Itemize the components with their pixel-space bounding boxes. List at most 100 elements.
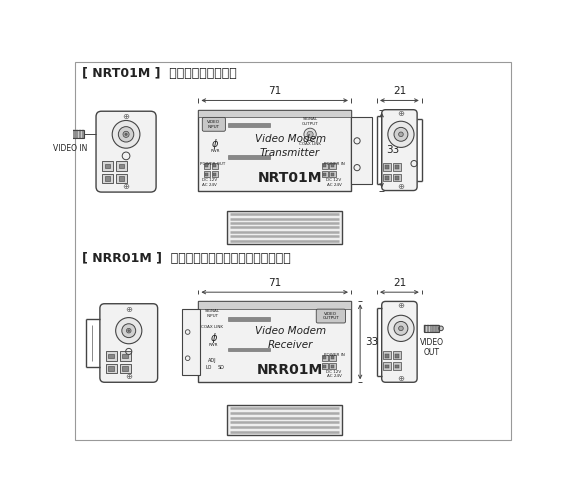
Text: $\phi$: $\phi$ xyxy=(211,137,220,151)
Circle shape xyxy=(122,324,136,337)
Text: VIDEO IN: VIDEO IN xyxy=(53,144,88,153)
Bar xyxy=(321,171,328,177)
Text: 21: 21 xyxy=(393,86,406,96)
Bar xyxy=(331,356,334,359)
Bar xyxy=(228,123,270,127)
Bar xyxy=(351,117,372,184)
Bar xyxy=(205,165,208,167)
Text: $\phi$: $\phi$ xyxy=(210,331,218,344)
Bar xyxy=(394,163,401,170)
Circle shape xyxy=(125,133,127,136)
Text: SD: SD xyxy=(218,365,225,370)
Bar xyxy=(321,163,328,169)
Circle shape xyxy=(388,315,414,341)
Bar xyxy=(424,325,439,332)
Circle shape xyxy=(57,132,61,137)
Bar xyxy=(395,176,399,180)
FancyBboxPatch shape xyxy=(316,309,345,323)
Bar xyxy=(119,176,124,180)
Text: [ NRR01M ]  受信機（レコーダー、モニター側）: [ NRR01M ] 受信機（レコーダー、モニター側） xyxy=(82,252,291,265)
Bar xyxy=(73,131,76,138)
Bar xyxy=(213,173,216,176)
Bar xyxy=(228,317,270,321)
Bar xyxy=(323,165,326,167)
Text: 33: 33 xyxy=(365,337,378,347)
Text: Video Modem
Transmitter: Video Modem Transmitter xyxy=(255,134,325,158)
Text: PWR: PWR xyxy=(209,343,219,347)
Bar xyxy=(329,363,336,369)
Bar xyxy=(76,131,78,138)
Bar xyxy=(395,365,399,368)
Circle shape xyxy=(112,120,140,148)
Text: ADJ: ADJ xyxy=(208,358,217,363)
Bar xyxy=(383,173,391,181)
Bar xyxy=(395,165,399,169)
Text: POWER IN: POWER IN xyxy=(324,353,344,357)
Bar xyxy=(108,354,114,358)
Bar xyxy=(394,362,401,370)
Text: SIGNAL
INPUT: SIGNAL INPUT xyxy=(205,310,220,318)
Bar xyxy=(116,162,127,170)
Bar xyxy=(427,325,430,332)
Bar xyxy=(331,173,334,176)
Bar xyxy=(122,366,128,371)
Circle shape xyxy=(399,326,403,331)
Text: ⊕: ⊕ xyxy=(125,372,132,381)
Circle shape xyxy=(394,127,408,141)
Text: ⊕: ⊕ xyxy=(398,109,404,118)
Circle shape xyxy=(388,121,414,148)
Bar xyxy=(213,165,216,167)
Text: ⊕: ⊕ xyxy=(398,182,404,191)
Bar xyxy=(385,354,388,358)
Bar xyxy=(385,165,388,169)
Bar xyxy=(424,325,426,332)
FancyBboxPatch shape xyxy=(202,117,225,131)
Text: LO: LO xyxy=(205,365,212,370)
Text: 71: 71 xyxy=(268,277,281,288)
Bar xyxy=(321,363,328,369)
Bar xyxy=(430,325,432,332)
Bar xyxy=(198,301,351,382)
Text: POWER OUT: POWER OUT xyxy=(200,162,225,166)
Bar xyxy=(67,131,84,138)
Bar xyxy=(385,176,388,180)
Bar xyxy=(329,171,336,177)
Text: DC 12V
AC 24V: DC 12V AC 24V xyxy=(201,178,217,187)
Bar xyxy=(198,110,351,190)
Bar xyxy=(394,173,401,181)
Text: VIDEO
INPUT: VIDEO INPUT xyxy=(207,120,220,129)
Bar xyxy=(79,131,81,138)
Bar xyxy=(212,163,218,169)
Bar xyxy=(323,365,326,368)
Bar xyxy=(120,364,130,373)
Bar xyxy=(67,131,69,138)
Bar xyxy=(70,131,72,138)
Bar xyxy=(105,176,110,180)
Bar xyxy=(383,362,391,370)
Bar xyxy=(395,354,399,358)
Bar xyxy=(106,351,117,361)
Text: COAX LINK: COAX LINK xyxy=(299,142,321,146)
Text: Video Modem
Receiver: Video Modem Receiver xyxy=(255,326,325,349)
Bar xyxy=(228,155,270,159)
Circle shape xyxy=(307,131,313,137)
Bar xyxy=(385,365,388,368)
Bar xyxy=(82,131,85,138)
Bar xyxy=(116,173,127,183)
Bar xyxy=(102,162,113,170)
Bar xyxy=(204,171,210,177)
Bar xyxy=(331,165,334,167)
Bar xyxy=(106,364,117,373)
Text: POWER IN: POWER IN xyxy=(324,162,344,166)
Bar xyxy=(331,365,334,368)
Bar xyxy=(204,163,210,169)
Circle shape xyxy=(116,318,142,344)
Bar xyxy=(108,366,114,371)
Text: ⊕: ⊕ xyxy=(398,374,404,383)
Bar xyxy=(198,301,351,309)
Bar xyxy=(383,163,391,170)
FancyBboxPatch shape xyxy=(382,301,417,382)
Text: [ NRT01M ]  送信機（カメラ側）: [ NRT01M ] 送信機（カメラ側） xyxy=(82,67,237,81)
Text: ⊕: ⊕ xyxy=(122,112,130,121)
Text: PWR: PWR xyxy=(210,149,220,153)
